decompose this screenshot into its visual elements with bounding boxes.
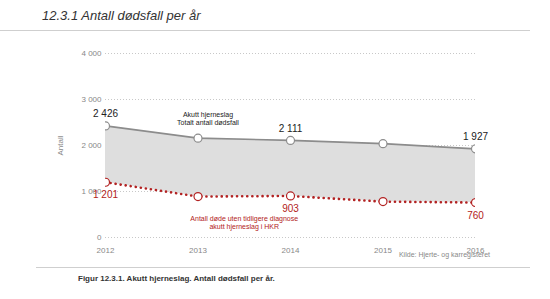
- svg-text:1 201: 1 201: [93, 189, 118, 200]
- svg-text:Antall: Antall: [56, 135, 65, 155]
- svg-text:2 000: 2 000: [81, 141, 102, 150]
- svg-text:2 426: 2 426: [93, 108, 118, 119]
- svg-text:2015: 2015: [374, 246, 392, 255]
- svg-text:Akutt hjerneslagTotalt antall: Akutt hjerneslagTotalt antall dødsfall: [177, 111, 239, 126]
- svg-text:2012: 2012: [97, 246, 115, 255]
- svg-text:1 927: 1 927: [463, 131, 488, 142]
- svg-text:4 000: 4 000: [81, 49, 102, 58]
- svg-text:2 111: 2 111: [279, 123, 303, 134]
- svg-text:2014: 2014: [282, 246, 300, 255]
- svg-text:903: 903: [282, 203, 299, 214]
- svg-text:Antall døde uten tidligere dia: Antall døde uten tidligere diagnoseakutt…: [190, 215, 298, 231]
- svg-text:2013: 2013: [189, 246, 207, 255]
- svg-text:760: 760: [467, 210, 484, 221]
- svg-text:3 000: 3 000: [81, 95, 102, 104]
- svg-text:0: 0: [97, 233, 102, 242]
